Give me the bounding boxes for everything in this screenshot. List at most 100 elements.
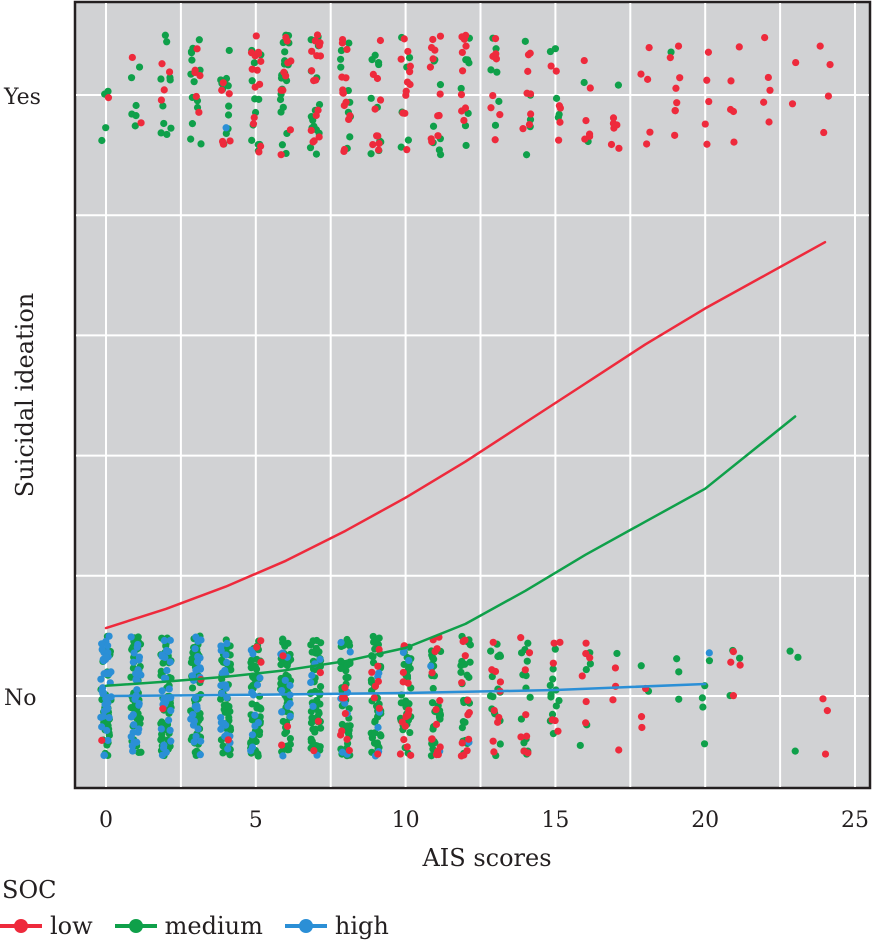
data-point-high bbox=[197, 737, 205, 745]
data-point-low bbox=[279, 86, 287, 94]
data-point-medium bbox=[187, 135, 195, 143]
data-point-medium bbox=[166, 76, 174, 84]
data-point-high bbox=[278, 708, 286, 716]
data-point-low bbox=[368, 668, 376, 676]
data-point-medium bbox=[549, 665, 557, 673]
data-point-high bbox=[99, 712, 107, 720]
data-point-high bbox=[222, 651, 230, 659]
data-point-high bbox=[157, 725, 165, 733]
data-point-medium bbox=[522, 151, 531, 159]
data-point-low bbox=[374, 146, 383, 154]
data-point-medium bbox=[195, 36, 203, 44]
y-tick-label: No bbox=[4, 686, 37, 711]
data-point-low bbox=[521, 666, 529, 674]
data-point-low bbox=[313, 31, 322, 39]
data-point-low bbox=[283, 722, 292, 730]
data-point-medium bbox=[586, 660, 594, 668]
data-point-high bbox=[196, 751, 204, 759]
legend-item-high[interactable]: high bbox=[284, 912, 389, 940]
data-point-low bbox=[399, 678, 407, 686]
data-point-medium bbox=[157, 736, 165, 744]
data-point-low bbox=[343, 45, 351, 54]
data-point-low bbox=[104, 94, 113, 102]
data-point-medium bbox=[137, 748, 145, 756]
data-point-low bbox=[556, 638, 564, 646]
data-point-medium bbox=[253, 704, 261, 712]
data-point-medium bbox=[345, 641, 354, 650]
data-point-low bbox=[458, 739, 466, 747]
data-point-low bbox=[316, 668, 324, 677]
data-point-high bbox=[105, 632, 113, 640]
data-point-low bbox=[345, 746, 353, 755]
data-point-high bbox=[103, 705, 111, 713]
data-point-medium bbox=[463, 671, 471, 679]
data-point-medium bbox=[375, 60, 383, 69]
data-point-low bbox=[157, 96, 165, 104]
data-point-medium bbox=[705, 657, 714, 665]
legend-item-medium[interactable]: medium bbox=[114, 912, 263, 940]
data-point-low bbox=[703, 140, 711, 148]
fitted-curves bbox=[104, 240, 827, 698]
data-point-high bbox=[218, 669, 226, 677]
data-point-low bbox=[729, 647, 737, 656]
data-point-high bbox=[222, 124, 230, 132]
data-point-medium bbox=[222, 129, 230, 138]
data-point-low bbox=[429, 35, 437, 44]
data-point-medium bbox=[187, 48, 196, 56]
data-point-medium bbox=[371, 718, 379, 726]
data-point-low bbox=[371, 105, 379, 113]
x-tick-label: 15 bbox=[541, 808, 569, 833]
legend-item-low[interactable]: low bbox=[0, 912, 93, 940]
data-point-medium bbox=[580, 78, 588, 87]
data-point-high bbox=[217, 646, 225, 655]
data-point-low bbox=[374, 677, 382, 686]
data-point-low bbox=[490, 706, 498, 715]
y-tick-label: Yes bbox=[3, 85, 41, 110]
data-point-low bbox=[277, 151, 285, 159]
data-point-medium bbox=[551, 645, 559, 653]
data-point-medium bbox=[436, 715, 444, 723]
data-point-medium bbox=[315, 100, 324, 109]
fitted-curve-medium bbox=[104, 415, 797, 688]
data-point-low bbox=[826, 61, 834, 69]
data-point-low bbox=[489, 638, 497, 646]
data-point-low bbox=[279, 652, 287, 660]
data-point-low bbox=[396, 750, 405, 758]
data-point-medium bbox=[159, 659, 167, 667]
data-point-high bbox=[405, 656, 413, 665]
data-point-high bbox=[279, 752, 287, 760]
data-point-high bbox=[158, 751, 167, 759]
data-point-low bbox=[550, 639, 558, 647]
data-point-low bbox=[401, 722, 409, 730]
data-point-high bbox=[134, 640, 142, 649]
data-point-low bbox=[816, 42, 824, 50]
data-point-low bbox=[400, 735, 408, 744]
data-point-low bbox=[340, 145, 349, 154]
data-point-low bbox=[609, 114, 618, 122]
data-point-low bbox=[729, 692, 738, 700]
data-point-low bbox=[375, 139, 383, 148]
data-point-low bbox=[257, 142, 265, 150]
data-point-high bbox=[129, 747, 137, 755]
data-point-medium bbox=[517, 715, 526, 723]
data-point-low bbox=[672, 84, 680, 92]
data-point-low bbox=[462, 31, 470, 40]
data-point-low bbox=[487, 104, 495, 112]
data-point-medium bbox=[462, 141, 470, 150]
data-point-low bbox=[218, 137, 227, 146]
data-point-low bbox=[458, 48, 466, 57]
data-point-low bbox=[403, 146, 411, 154]
data-point-low bbox=[492, 55, 500, 63]
data-point-low bbox=[552, 67, 560, 75]
data-point-low bbox=[489, 737, 497, 745]
data-point-low bbox=[765, 118, 773, 126]
data-point-low bbox=[247, 49, 256, 57]
data-point-low bbox=[310, 747, 318, 755]
data-point-low bbox=[404, 47, 412, 56]
data-point-medium bbox=[458, 723, 466, 732]
data-point-low bbox=[375, 645, 383, 654]
legend-label-high: high bbox=[334, 912, 389, 940]
data-point-medium bbox=[102, 124, 110, 132]
data-point-low bbox=[431, 46, 439, 54]
data-point-medium bbox=[377, 732, 385, 740]
